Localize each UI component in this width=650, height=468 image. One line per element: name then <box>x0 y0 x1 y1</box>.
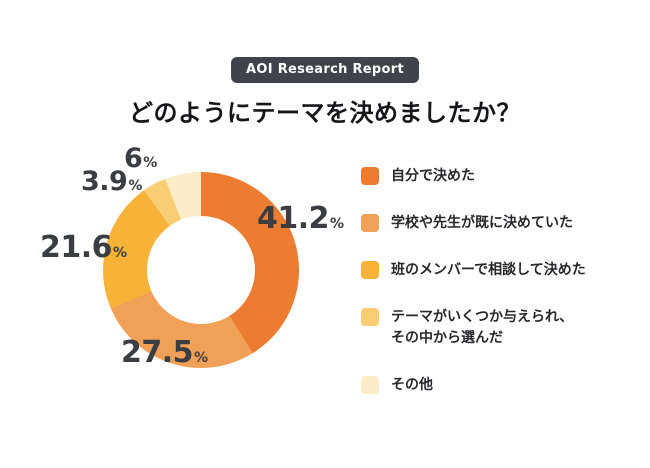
legend-label: 自分で決めた <box>391 168 475 184</box>
legend-chip <box>361 261 379 279</box>
legend-item: 自分で決めた <box>361 166 586 187</box>
legend-chip <box>361 308 379 326</box>
donut-hole <box>147 216 255 324</box>
percent-label-school: 27.5% <box>121 335 208 370</box>
legend-chip <box>361 167 379 185</box>
percent-sign: % <box>330 216 345 232</box>
percent-label-self: 41.2% <box>257 201 344 236</box>
percent-value: 27.5 <box>121 335 194 370</box>
legend-label: 学校や先生が既に決めていた <box>391 215 573 231</box>
page-title: どのようにテーマを決めましたか？ <box>129 99 521 127</box>
percent-sign: % <box>143 155 158 171</box>
percent-sign: % <box>128 178 143 194</box>
percent-sign: % <box>194 350 209 366</box>
percent-value: 6 <box>124 143 143 174</box>
legend-item: その他 <box>361 375 586 396</box>
percent-label-given-themes: 3.9% <box>81 166 142 197</box>
legend-label: 班のメンバーで相談して決めた <box>391 262 586 278</box>
percent-value: 21.6 <box>40 230 113 265</box>
legend-item: 班のメンバーで相談して決めた <box>361 260 586 281</box>
percent-sign: % <box>113 245 128 261</box>
legend-item: テーマがいくつか与えられ、 その中から選んだ <box>361 307 586 349</box>
legend-label: テーマがいくつか与えられ、 その中から選んだ <box>391 309 574 346</box>
legend-chip <box>361 376 379 394</box>
chart-legend: 自分で決めた 学校や先生が既に決めていた 班のメンバーで相談して決めた テーマが… <box>361 166 586 396</box>
legend-item: 学校や先生が既に決めていた <box>361 213 586 234</box>
report-badge: AOI Research Report <box>231 57 419 83</box>
donut-chart <box>103 172 299 368</box>
percent-value: 3.9 <box>81 166 128 197</box>
legend-chip <box>361 214 379 232</box>
percent-label-group: 21.6% <box>40 230 127 265</box>
percent-label-other: 6% <box>124 143 157 174</box>
percent-value: 41.2 <box>257 201 330 236</box>
legend-label: その他 <box>391 377 433 393</box>
